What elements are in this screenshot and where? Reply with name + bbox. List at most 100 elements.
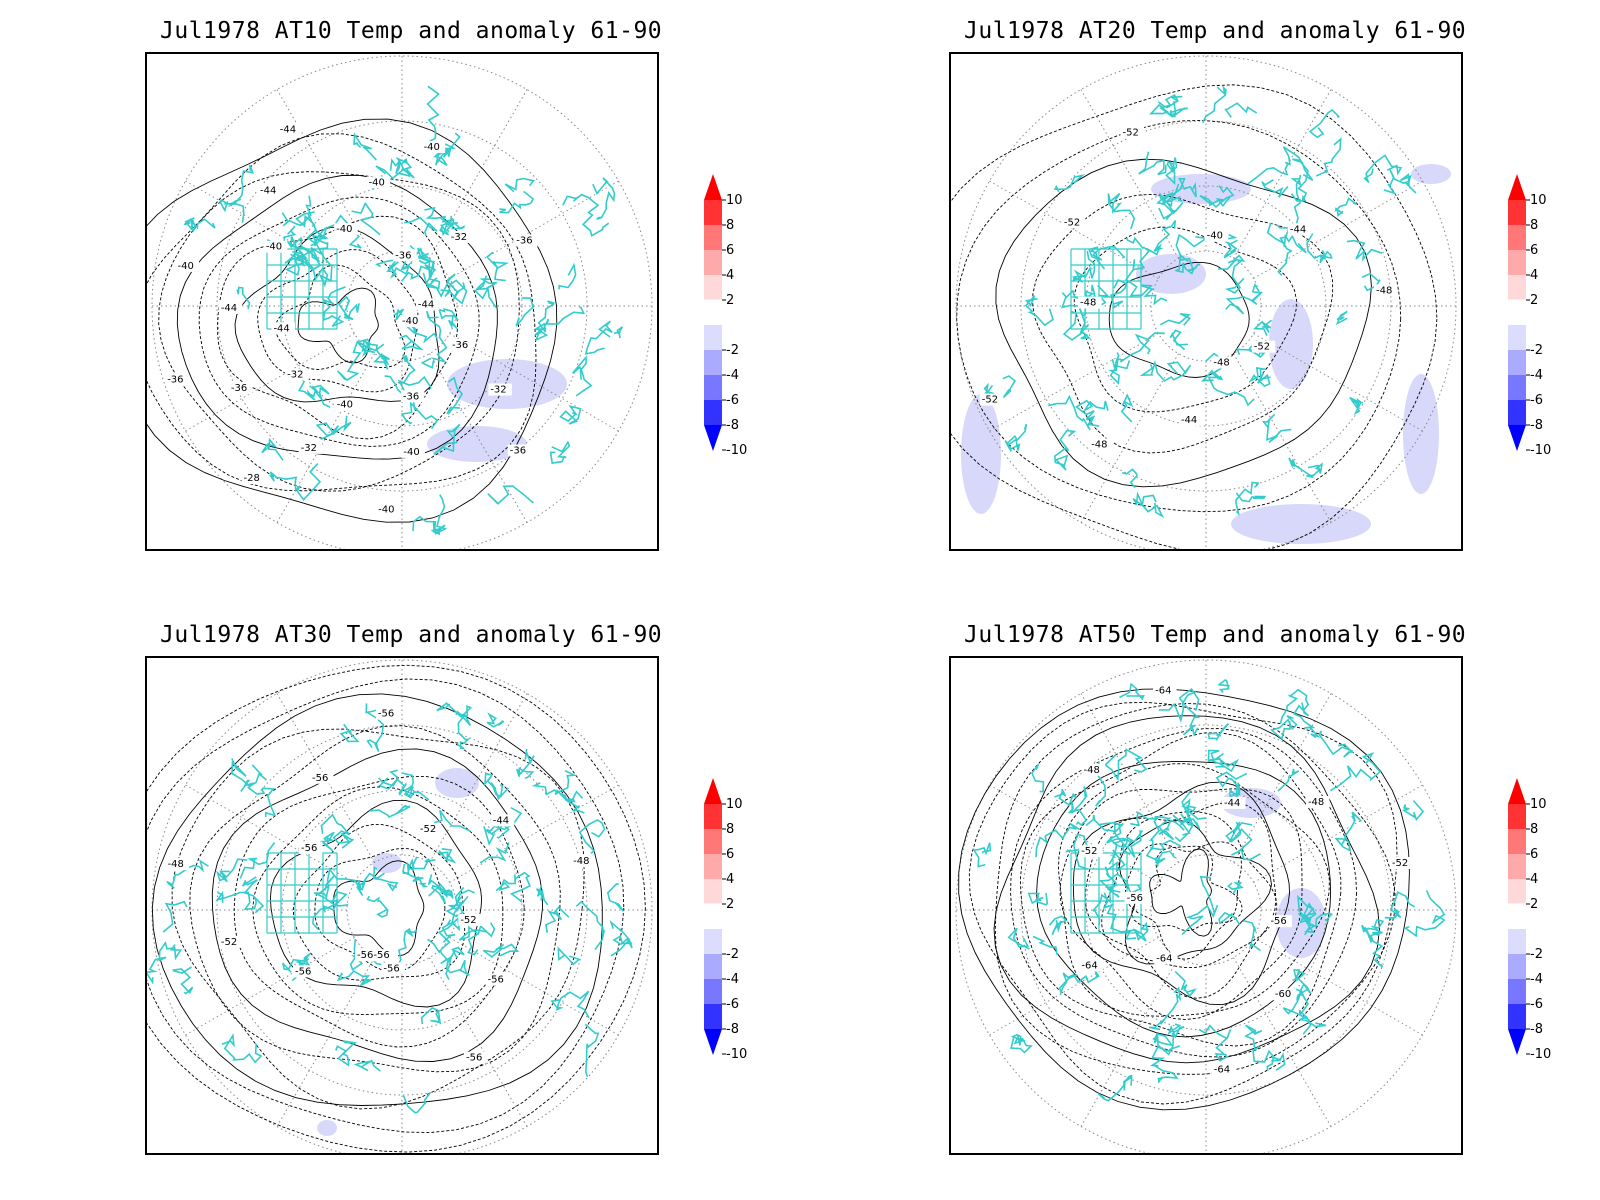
- colorbar-label: -8: [1530, 1022, 1543, 1037]
- contour-label: -36: [452, 340, 468, 351]
- coastline: [606, 883, 625, 912]
- coastline: [445, 889, 475, 918]
- anomaly-region: [1231, 504, 1371, 544]
- polar-map: -48 -44 -48 -52 -48 -52 -52 -40 -44 -48 -52: [949, 52, 1463, 551]
- coastline: [399, 334, 424, 351]
- coastline: [439, 215, 458, 237]
- contour-label-bg: [979, 393, 1004, 406]
- coastline: [490, 782, 504, 798]
- coastline: [426, 85, 442, 150]
- meridian-line: [449, 937, 619, 1036]
- coastline: [1035, 822, 1080, 858]
- contour-label: -52: [1122, 127, 1138, 138]
- colorbar-label: 2: [1530, 897, 1538, 912]
- temperature-contour: [234, 226, 440, 403]
- temperature-contour: [198, 196, 480, 447]
- contour-label-bg: [400, 315, 424, 327]
- colorbar-label: 8: [1530, 218, 1538, 233]
- colorbar-label: -10: [1530, 1047, 1551, 1062]
- contour-label-bg: [1079, 959, 1103, 972]
- colorbar-segment: [1508, 350, 1526, 375]
- meridian-line: [185, 784, 355, 883]
- colorbar-label: 10: [1530, 193, 1547, 208]
- coastline: [1169, 329, 1188, 351]
- coastline: [369, 804, 411, 819]
- coastline: [1224, 260, 1245, 294]
- contour-label-bg: [218, 301, 243, 314]
- coastline: [1106, 829, 1144, 858]
- contour-label-bg: [218, 935, 243, 948]
- temperature-contour: [951, 84, 1438, 549]
- contour-label: -64: [1214, 1064, 1230, 1075]
- contour-label: -36: [403, 391, 419, 402]
- anomaly-region: [317, 1120, 337, 1136]
- contour-label: -40: [402, 316, 418, 327]
- coastline: [365, 703, 385, 753]
- coastline: [1048, 915, 1068, 936]
- coastline: [1031, 763, 1045, 793]
- colorbar-label: -8: [726, 1022, 739, 1037]
- anomaly-region: [1151, 174, 1251, 204]
- temperature-contour: [1149, 848, 1213, 937]
- contour-label: -52: [1254, 342, 1270, 353]
- coastline: [1261, 179, 1289, 198]
- colorbar-bottom-arrow: [704, 1029, 722, 1055]
- colorbar-label: 6: [726, 243, 734, 258]
- coastline: [1074, 399, 1109, 427]
- coastline: [1266, 1052, 1286, 1071]
- panel-title: Jul1978 AT20 Temp and anomaly 61-90: [964, 18, 1467, 44]
- colorbar-segment: [704, 854, 722, 879]
- contour-label: -36: [395, 250, 411, 261]
- coastline: [1024, 295, 1054, 327]
- contour-label: -32: [301, 443, 317, 454]
- coastline: [495, 874, 517, 892]
- coastline: [397, 375, 432, 401]
- contour-label-bg: [175, 259, 200, 272]
- coastline: [353, 1059, 381, 1072]
- coastline: [1200, 369, 1224, 382]
- coastline: [1175, 233, 1209, 263]
- contour-label-bg: [1120, 126, 1144, 139]
- temperature-contour: [147, 664, 646, 1153]
- meridian-line: [185, 180, 355, 279]
- coastline: [295, 211, 329, 247]
- temperature-contour: [1032, 193, 1334, 454]
- coastline: [1361, 924, 1383, 943]
- coastline: [261, 437, 284, 461]
- coastline: [1004, 423, 1028, 452]
- coastline: [1401, 800, 1425, 822]
- meridian-line: [429, 353, 528, 523]
- colorbar-segment: [1508, 954, 1526, 979]
- coastline: [231, 164, 255, 206]
- coastline: [166, 859, 209, 889]
- coastline: [320, 831, 335, 852]
- coastline: [366, 895, 389, 918]
- colorbar-segment: [1508, 250, 1526, 275]
- contour-label: -40: [266, 242, 282, 253]
- coastline: [531, 782, 584, 803]
- temperature-contour: [958, 688, 1410, 1111]
- colorbar-label: 8: [1530, 822, 1538, 837]
- coastline: [446, 376, 464, 416]
- coastline: [1098, 872, 1142, 895]
- contour-label: -48: [168, 859, 184, 870]
- contour-label: -44: [1290, 224, 1306, 235]
- colorbar-segment: [704, 979, 722, 1004]
- coastline: [457, 713, 472, 750]
- coastline: [1207, 723, 1230, 741]
- coastline: [1010, 1033, 1033, 1054]
- coastline: [445, 946, 470, 976]
- contour-label: -36: [516, 235, 532, 246]
- coastline: [1130, 811, 1160, 861]
- meridian-line: [429, 957, 528, 1127]
- coastline: [420, 310, 448, 369]
- contour-label: -52: [1064, 218, 1080, 229]
- contour-label: -44: [221, 303, 237, 314]
- colorbar-segment: [704, 250, 722, 275]
- anomaly-region: [1136, 254, 1206, 294]
- coastline: [549, 440, 571, 465]
- coastline: [1277, 228, 1293, 276]
- coastline: [420, 1006, 441, 1025]
- coastline: [578, 819, 606, 854]
- contour-label-bg: [1061, 216, 1086, 229]
